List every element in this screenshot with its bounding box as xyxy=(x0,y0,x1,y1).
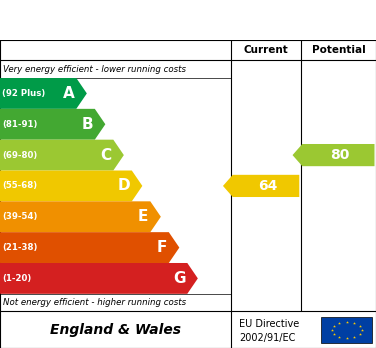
Text: A: A xyxy=(63,86,74,101)
Text: Very energy efficient - lower running costs: Very energy efficient - lower running co… xyxy=(3,65,186,74)
Text: C: C xyxy=(100,148,111,163)
Text: E: E xyxy=(138,209,149,224)
Text: (21-38): (21-38) xyxy=(2,243,38,252)
Polygon shape xyxy=(0,109,105,140)
Text: (81-91): (81-91) xyxy=(2,120,38,129)
Text: (92 Plus): (92 Plus) xyxy=(2,89,45,98)
Text: (69-80): (69-80) xyxy=(2,151,38,160)
Text: (55-68): (55-68) xyxy=(2,181,37,190)
Polygon shape xyxy=(0,171,143,201)
Polygon shape xyxy=(0,140,124,171)
Text: Potential: Potential xyxy=(312,45,365,55)
Polygon shape xyxy=(0,78,87,109)
Polygon shape xyxy=(293,144,374,166)
Polygon shape xyxy=(223,175,299,197)
Text: (1-20): (1-20) xyxy=(2,274,32,283)
Text: Current: Current xyxy=(244,45,288,55)
Text: F: F xyxy=(156,240,167,255)
Polygon shape xyxy=(0,263,198,294)
Polygon shape xyxy=(0,232,179,263)
Text: D: D xyxy=(117,179,130,193)
Text: 2002/91/EC: 2002/91/EC xyxy=(239,333,295,343)
Text: 80: 80 xyxy=(331,148,350,162)
Text: G: G xyxy=(173,271,185,286)
Polygon shape xyxy=(0,201,161,232)
Text: EU Directive: EU Directive xyxy=(239,319,299,329)
Text: Not energy efficient - higher running costs: Not energy efficient - higher running co… xyxy=(3,298,186,307)
Text: Energy Efficiency Rating: Energy Efficiency Rating xyxy=(59,10,317,30)
Text: 64: 64 xyxy=(258,179,277,193)
Text: (39-54): (39-54) xyxy=(2,212,38,221)
Bar xyxy=(321,317,372,343)
Text: England & Wales: England & Wales xyxy=(50,323,181,337)
Text: B: B xyxy=(81,117,93,132)
